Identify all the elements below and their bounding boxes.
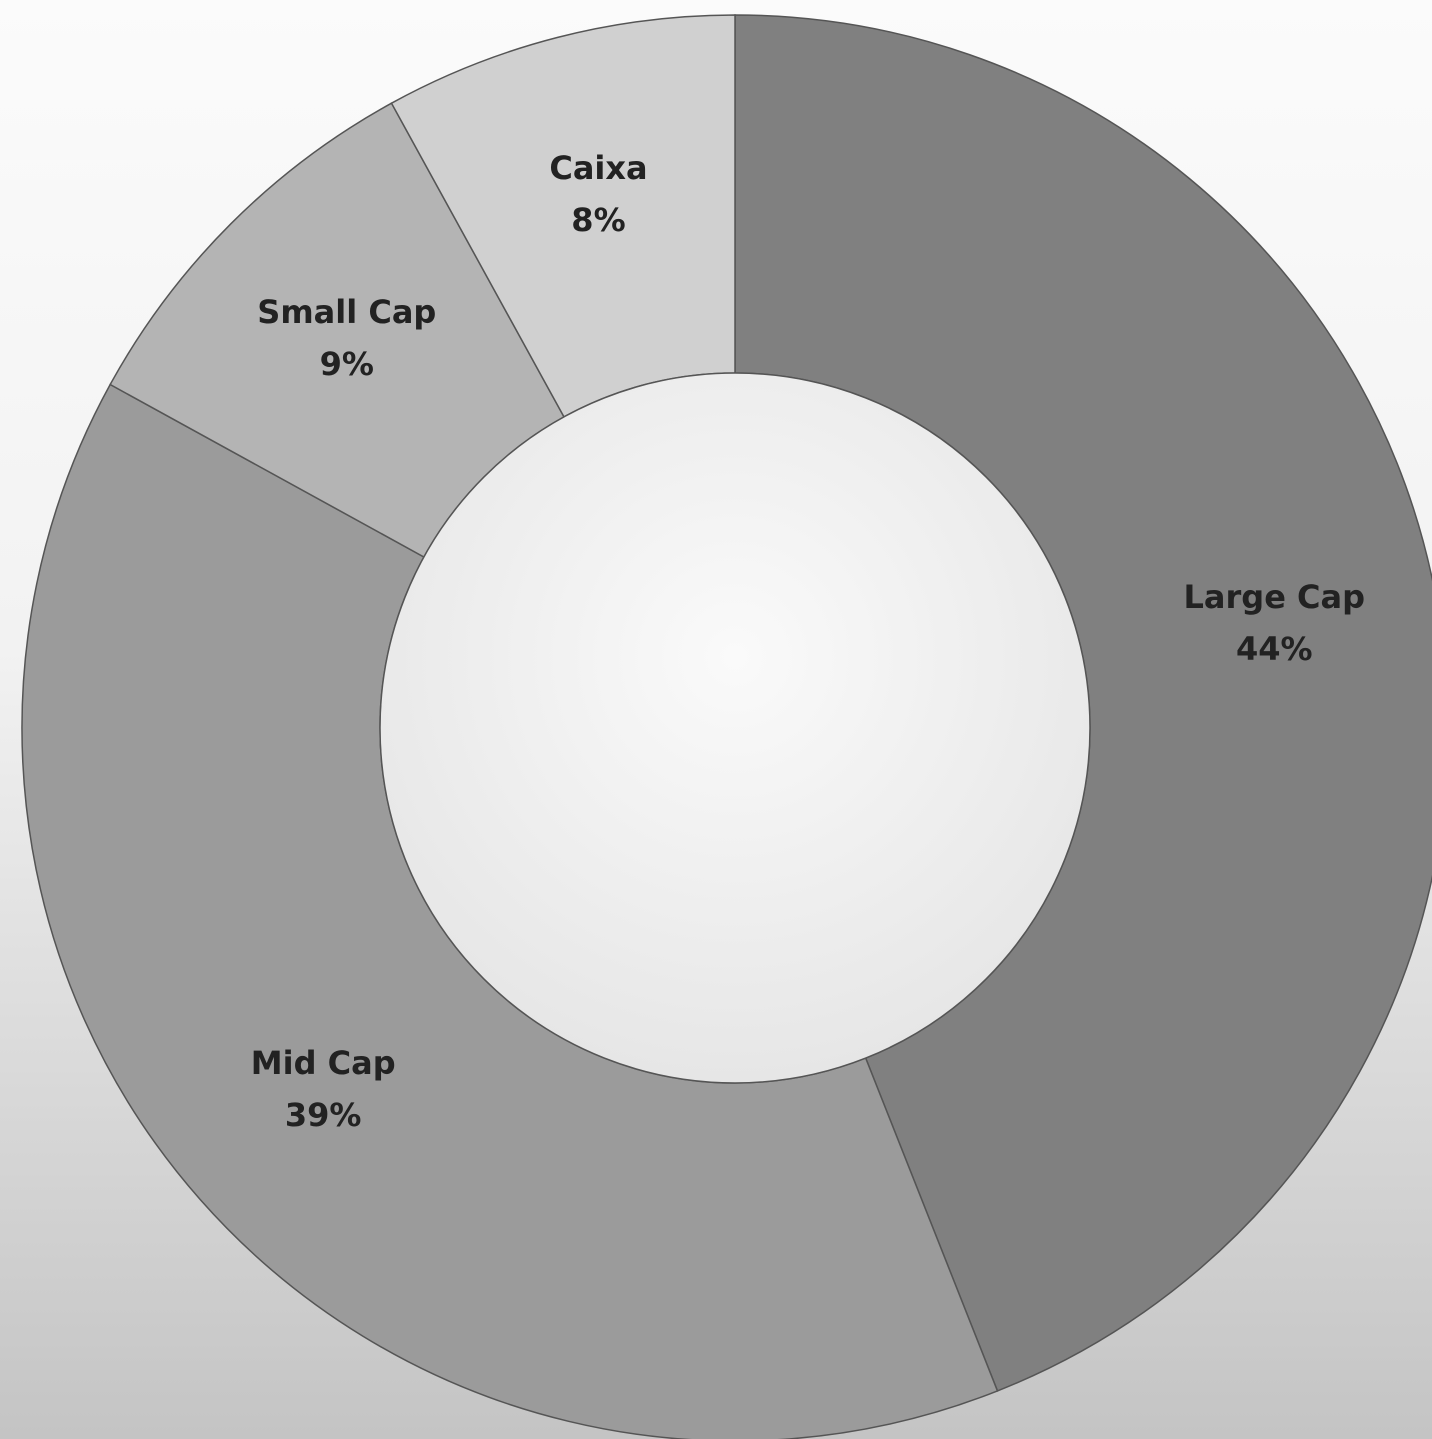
donut-hole <box>379 372 1091 1084</box>
slice-value-label: 8% <box>571 201 625 239</box>
slice-value-label: 39% <box>285 1096 362 1134</box>
slice-value-label: 9% <box>320 345 374 383</box>
slice-label: Small Cap <box>257 293 436 331</box>
slice-label: Large Cap <box>1184 578 1366 616</box>
slice-label: Mid Cap <box>251 1044 396 1082</box>
slice-label: Caixa <box>549 149 647 187</box>
slice-value-label: 44% <box>1236 630 1313 668</box>
